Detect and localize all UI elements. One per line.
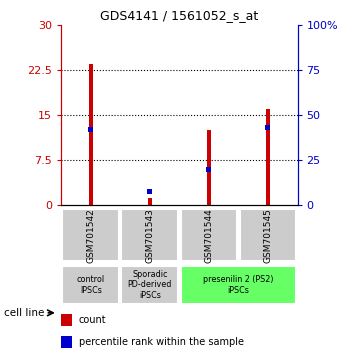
Bar — [240, 210, 296, 261]
Bar — [61, 314, 72, 326]
Bar — [61, 336, 72, 348]
Text: GSM701545: GSM701545 — [264, 208, 272, 263]
Title: GDS4141 / 1561052_s_at: GDS4141 / 1561052_s_at — [100, 9, 259, 22]
Bar — [88, 127, 93, 132]
Bar — [181, 266, 296, 304]
Text: cell line: cell line — [4, 308, 44, 318]
Text: GSM701543: GSM701543 — [145, 208, 154, 263]
Bar — [207, 130, 211, 205]
Bar — [89, 64, 93, 205]
Text: GSM701542: GSM701542 — [86, 208, 95, 263]
Bar — [62, 266, 119, 304]
Bar — [62, 210, 119, 261]
Bar — [121, 210, 178, 261]
Bar — [266, 125, 271, 130]
Text: GSM701544: GSM701544 — [204, 208, 214, 263]
Bar — [266, 109, 270, 205]
Bar — [181, 210, 237, 261]
Text: percentile rank within the sample: percentile rank within the sample — [79, 337, 244, 347]
Bar — [147, 189, 152, 194]
Text: count: count — [79, 315, 106, 325]
Text: presenilin 2 (PS2)
iPSCs: presenilin 2 (PS2) iPSCs — [203, 275, 274, 295]
Text: control
IPSCs: control IPSCs — [77, 275, 105, 295]
Text: Sporadic
PD-derived
iPSCs: Sporadic PD-derived iPSCs — [128, 270, 172, 300]
Bar — [148, 198, 152, 205]
Bar — [206, 167, 211, 172]
Bar — [121, 266, 178, 304]
